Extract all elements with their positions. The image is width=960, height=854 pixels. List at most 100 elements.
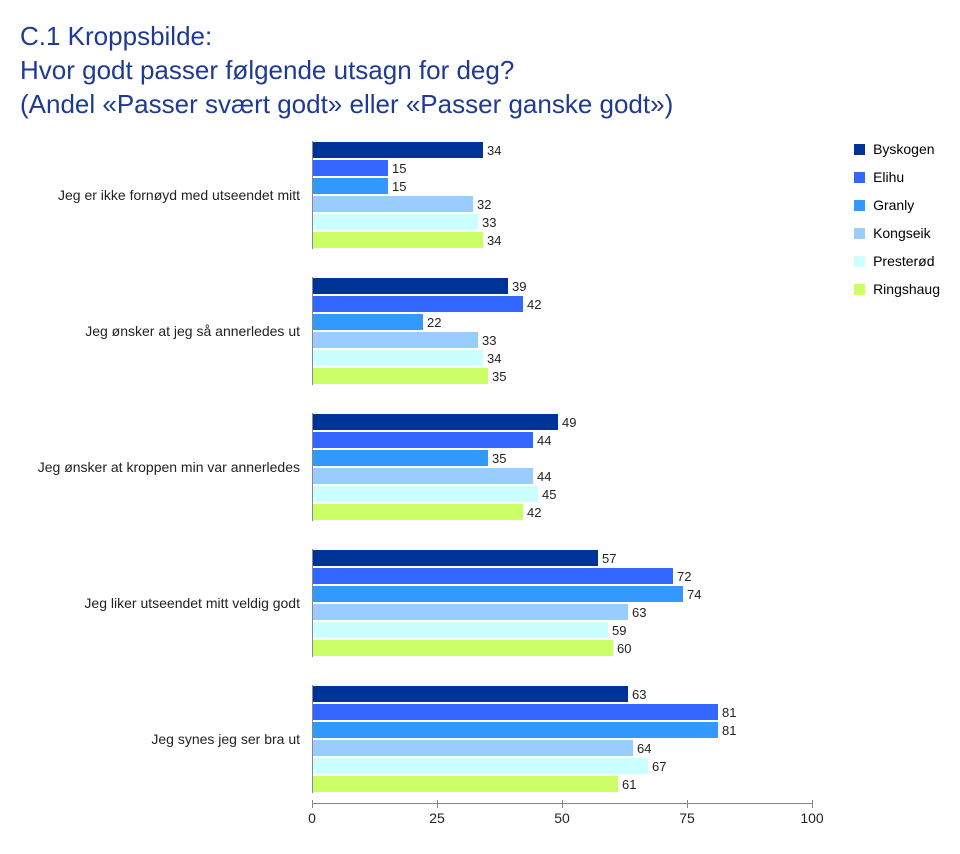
bar-value: 49 xyxy=(562,415,576,430)
bar xyxy=(313,214,478,230)
legend-label: Ringshaug xyxy=(873,281,940,297)
legend-label: Kongseik xyxy=(873,225,931,241)
legend: Byskogen Elihu Granly Kongseik Presterød Ring… xyxy=(854,141,940,309)
bar-value: 64 xyxy=(637,741,651,756)
bar-group: Jeg er ikke fornøyd med utseendet mitt34… xyxy=(20,141,834,249)
legend-label: Presterød xyxy=(873,253,934,269)
bar-row: 42 xyxy=(313,503,813,521)
bar-value: 34 xyxy=(487,233,501,248)
bar-row: 81 xyxy=(313,703,813,721)
bar-row: 49 xyxy=(313,413,813,431)
legend-item: Byskogen xyxy=(854,141,940,157)
bar-value: 42 xyxy=(527,505,541,520)
bar-row: 35 xyxy=(313,367,813,385)
legend-item: Presterød xyxy=(854,253,940,269)
bar-value: 34 xyxy=(487,143,501,158)
bar xyxy=(313,686,628,702)
bar xyxy=(313,432,533,448)
bar-row: 72 xyxy=(313,567,813,585)
bar xyxy=(313,468,533,484)
bar xyxy=(313,704,718,720)
legend-item: Elihu xyxy=(854,169,940,185)
title-line-2: Hvor godt passer følgende utsagn for deg… xyxy=(20,55,514,85)
bar-value: 72 xyxy=(677,569,691,584)
bar-row: 67 xyxy=(313,757,813,775)
legend-item: Granly xyxy=(854,197,940,213)
bar-row: 33 xyxy=(313,213,813,231)
bar-row: 44 xyxy=(313,431,813,449)
legend-swatch xyxy=(854,228,865,239)
x-tick xyxy=(437,800,438,808)
bar-value: 35 xyxy=(492,451,506,466)
bar xyxy=(313,740,633,756)
bar xyxy=(313,350,483,366)
bar xyxy=(313,722,718,738)
legend-label: Granly xyxy=(873,197,914,213)
chart-title: C.1 Kroppsbilde: Hvor godt passer følgen… xyxy=(20,20,940,121)
x-axis: 0255075100 xyxy=(312,803,812,834)
bar-value: 44 xyxy=(537,433,551,448)
bar-row: 34 xyxy=(313,141,813,159)
bar xyxy=(313,604,628,620)
bar-value: 34 xyxy=(487,351,501,366)
bars-area: 341515323334 xyxy=(312,141,813,249)
bar-group: Jeg liker utseendet mitt veldig godt5772… xyxy=(20,549,834,657)
bar-value: 33 xyxy=(482,333,496,348)
bar-value: 63 xyxy=(632,605,646,620)
bar xyxy=(313,160,388,176)
legend-swatch xyxy=(854,144,865,155)
x-tick xyxy=(312,800,313,808)
bar xyxy=(313,232,483,248)
bar xyxy=(313,776,618,792)
bar-group: Jeg ønsker at jeg så annerledes ut394222… xyxy=(20,277,834,385)
bar-value: 32 xyxy=(477,197,491,212)
legend-label: Elihu xyxy=(873,169,904,185)
bar xyxy=(313,486,538,502)
legend-label: Byskogen xyxy=(873,141,934,157)
bar-row: 64 xyxy=(313,739,813,757)
bars-area: 577274635960 xyxy=(312,549,813,657)
bar-value: 39 xyxy=(512,279,526,294)
bar xyxy=(313,550,598,566)
bars-area: 3942 22 33 3435 xyxy=(312,277,813,385)
bar-value: 81 xyxy=(722,705,736,720)
bar-row: 34 xyxy=(313,349,813,367)
bar-row: 35 xyxy=(313,449,813,467)
bar xyxy=(313,196,473,212)
bar-value: 42 xyxy=(527,297,541,312)
bar xyxy=(313,332,478,348)
bar-row: 44 xyxy=(313,467,813,485)
bar xyxy=(313,450,488,466)
bar-row: 33 xyxy=(313,331,813,349)
legend-swatch xyxy=(854,172,865,183)
x-tick-label: 75 xyxy=(679,810,695,826)
group-label: Jeg synes jeg ser bra ut xyxy=(20,731,312,747)
bar xyxy=(313,504,523,520)
legend-item: Kongseik xyxy=(854,225,940,241)
bars-area: 63 8181 6467 61 xyxy=(312,685,813,793)
bar-row: 15 xyxy=(313,159,813,177)
bar xyxy=(313,368,488,384)
chart-wrapper: Jeg er ikke fornøyd med utseendet mitt34… xyxy=(20,141,940,834)
title-line-3: (Andel «Passer svært godt» eller «Passer… xyxy=(20,89,673,119)
bar-value: 74 xyxy=(687,587,701,602)
x-tick-label: 100 xyxy=(800,810,823,826)
bars-area: 494435444542 xyxy=(312,413,813,521)
bar-group: Jeg ønsker at kroppen min var annerledes… xyxy=(20,413,834,521)
title-line-1: C.1 Kroppsbilde: xyxy=(20,21,212,51)
bar-value: 44 xyxy=(537,469,551,484)
bar-row: 42 xyxy=(313,295,813,313)
bar-value: 15 xyxy=(392,179,406,194)
legend-swatch xyxy=(854,200,865,211)
x-tick xyxy=(687,800,688,808)
x-tick xyxy=(562,800,563,808)
bar-value: 59 xyxy=(612,623,626,638)
bar xyxy=(313,314,423,330)
bar xyxy=(313,178,388,194)
bar-row: 63 xyxy=(313,685,813,703)
bar-row: 81 xyxy=(313,721,813,739)
bar-value: 22 xyxy=(427,315,441,330)
bar-row: 32 xyxy=(313,195,813,213)
bar-value: 33 xyxy=(482,215,496,230)
bar-value: 61 xyxy=(622,777,636,792)
